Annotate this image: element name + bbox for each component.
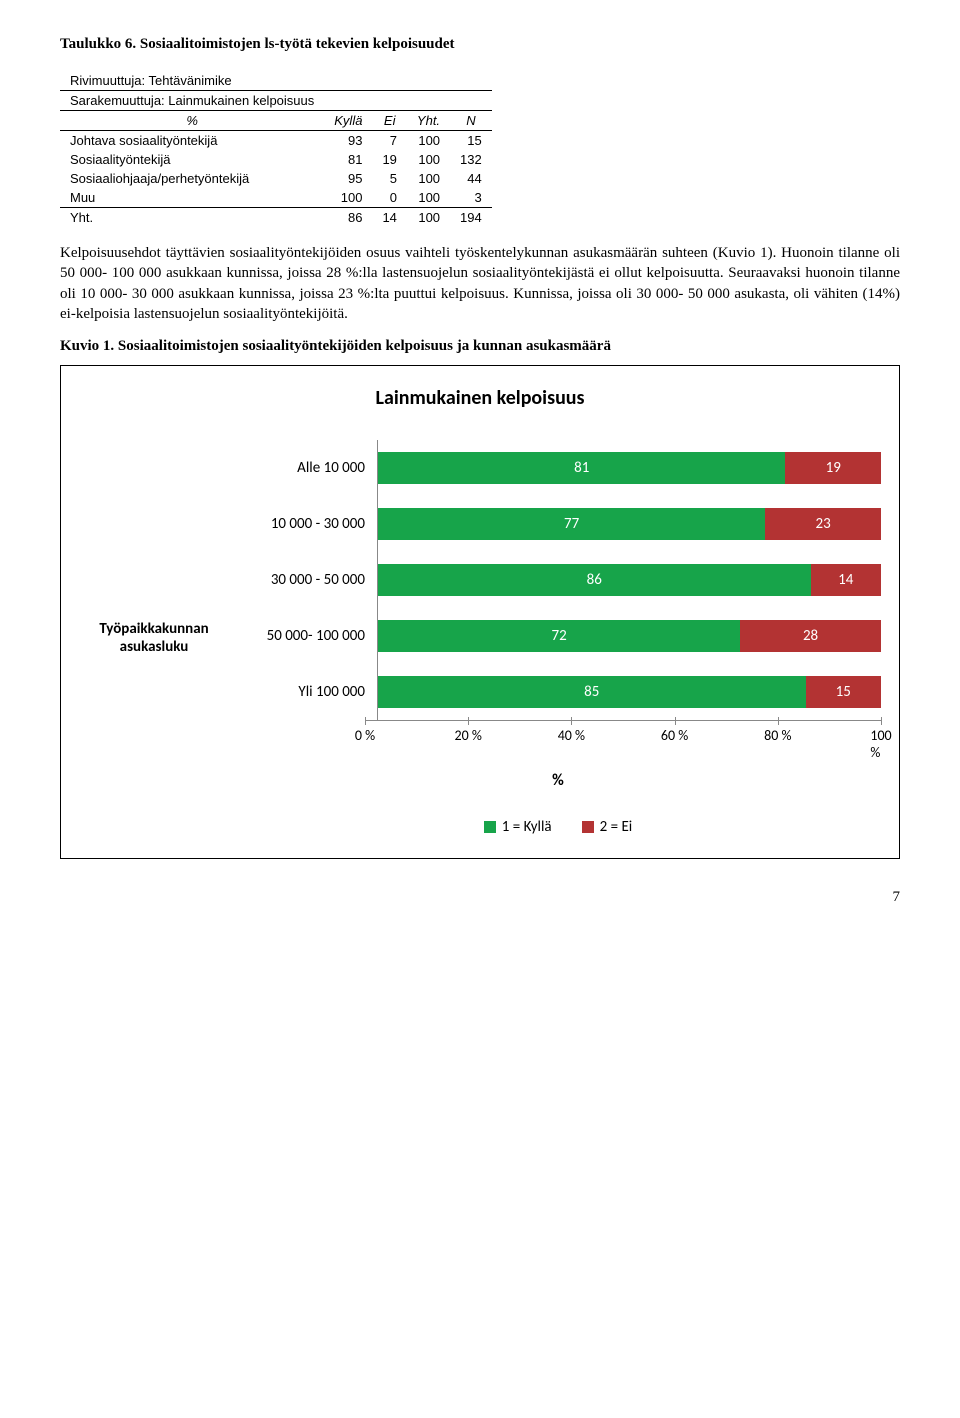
bar-segment-no: 23 [765,508,881,540]
row-label: Muu [60,188,324,208]
bar-plot: 7228 [377,608,881,664]
category-label: Alle 10 000 [235,459,377,477]
bar-row: Alle 10 0008119 [235,440,881,496]
axis-tick-label: 40 % [558,727,585,744]
bar-segment-no: 28 [740,620,881,652]
legend-label: 1 = Kyllä [502,818,552,836]
cell-yes: 81 [324,150,372,169]
cell-yes: 93 [324,131,372,151]
table6-title: Taulukko 6. Sosiaalitoimistojen ls-työtä… [60,36,900,53]
bar-segment-yes: 72 [378,620,740,652]
bar-plot: 8515 [377,664,881,720]
page-number: 7 [60,889,900,906]
chart-container: Lainmukainen kelpoisuus Työpaikkakunnan … [60,365,900,859]
table-row: Sosiaalityöntekijä8119100132 [60,150,492,169]
hdr-no: Ei [372,111,406,131]
bar-row: 10 000 - 30 0007723 [235,496,881,552]
cell-no: 5 [372,169,406,188]
cell-total: 100 [407,150,450,169]
table-row: Muu10001003 [60,188,492,208]
bar-segment-no: 19 [785,452,881,484]
bar-row: Yli 100 0008515 [235,664,881,720]
hdr-n: N [450,111,492,131]
bar-plot: 7723 [377,496,881,552]
legend-item: 1 = Kyllä [484,818,552,836]
axis-tick [881,717,882,725]
table6: Rivimuuttuja: Tehtävänimike Sarakemuuttu… [60,71,492,227]
cell-total: 100 [407,131,450,151]
row-label: Johtava sosiaalityöntekijä [60,131,324,151]
legend: 1 = Kyllä 2 = Ei [235,818,881,836]
cell-n: 132 [450,150,492,169]
axis-tick [675,717,676,725]
legend-label: 2 = Ei [600,818,633,836]
bar-segment-yes: 81 [378,452,785,484]
total-yes: 86 [324,208,372,228]
axis-tick-label: 60 % [661,727,688,744]
category-label: 10 000 - 30 000 [235,515,377,533]
hdr-total: Yht. [407,111,450,131]
total-total: 100 [407,208,450,228]
row-label: Sosiaaliohjaaja/perhetyöntekijä [60,169,324,188]
bar-plot: 8614 [377,552,881,608]
category-label: 30 000 - 50 000 [235,571,377,589]
cell-yes: 95 [324,169,372,188]
row-label: Sosiaalityöntekijä [60,150,324,169]
row-var-label: Rivimuuttuja: Tehtävänimike [60,71,324,91]
cell-no: 7 [372,131,406,151]
x-axis: 0 %20 %40 %60 %80 %100 % [365,720,881,743]
axis-tick-label: 100 % [870,727,891,761]
cell-no: 19 [372,150,406,169]
bar-plot: 8119 [377,440,881,496]
axis-tick [365,717,366,725]
bar-row: 30 000 - 50 0008614 [235,552,881,608]
total-label: Yht. [60,208,324,228]
category-label: Yli 100 000 [235,683,377,701]
total-n: 194 [450,208,492,228]
axis-tick-label: 20 % [455,727,482,744]
axis-tick-label: 0 % [355,727,375,744]
category-label: 50 000- 100 000 [235,627,377,645]
axis-tick-label: 80 % [764,727,791,744]
y-axis-label: Työpaikkakunnan asukasluku [79,440,235,836]
bar-segment-yes: 77 [378,508,765,540]
axis-tick [468,717,469,725]
legend-swatch [582,821,594,833]
cell-yes: 100 [324,188,372,208]
kuvio1-title: Kuvio 1. Sosiaalitoimistojen sosiaalityö… [60,338,900,355]
legend-item: 2 = Ei [582,818,633,836]
bar-segment-yes: 86 [378,564,811,596]
x-axis-label: % [235,771,881,790]
cell-total: 100 [407,188,450,208]
hdr-yes: Kyllä [324,111,372,131]
total-no: 14 [372,208,406,228]
cell-n: 3 [450,188,492,208]
cell-total: 100 [407,169,450,188]
cell-no: 0 [372,188,406,208]
body-paragraph: Kelpoisuusehdot täyttävien sosiaalityönt… [60,243,900,324]
bar-segment-yes: 85 [378,676,806,708]
col-var-label: Sarakemuuttuja: Lainmukainen kelpoisuus [60,91,324,111]
bar-row: 50 000- 100 0007228 [235,608,881,664]
hdr-pct: % [60,111,324,131]
cell-n: 15 [450,131,492,151]
table-row: Johtava sosiaalityöntekijä93710015 [60,131,492,151]
chart-title: Lainmukainen kelpoisuus [79,386,881,410]
table-row: Sosiaaliohjaaja/perhetyöntekijä95510044 [60,169,492,188]
legend-swatch [484,821,496,833]
cell-n: 44 [450,169,492,188]
axis-tick [571,717,572,725]
bar-segment-no: 14 [811,564,881,596]
bar-segment-no: 15 [806,676,881,708]
axis-tick [778,717,779,725]
